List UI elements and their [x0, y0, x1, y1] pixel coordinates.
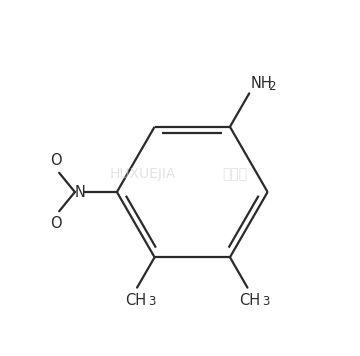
Text: 3: 3 — [262, 295, 270, 308]
Text: 2: 2 — [268, 80, 275, 93]
Text: O: O — [51, 216, 62, 231]
Text: 3: 3 — [149, 295, 156, 308]
Text: HUXUEJIA: HUXUEJIA — [110, 167, 176, 182]
Text: 化学加: 化学加 — [222, 167, 247, 182]
Text: O: O — [51, 153, 62, 168]
Text: CH: CH — [239, 293, 260, 308]
Text: N: N — [75, 184, 86, 199]
Text: CH: CH — [125, 293, 146, 308]
Text: NH: NH — [251, 75, 273, 90]
